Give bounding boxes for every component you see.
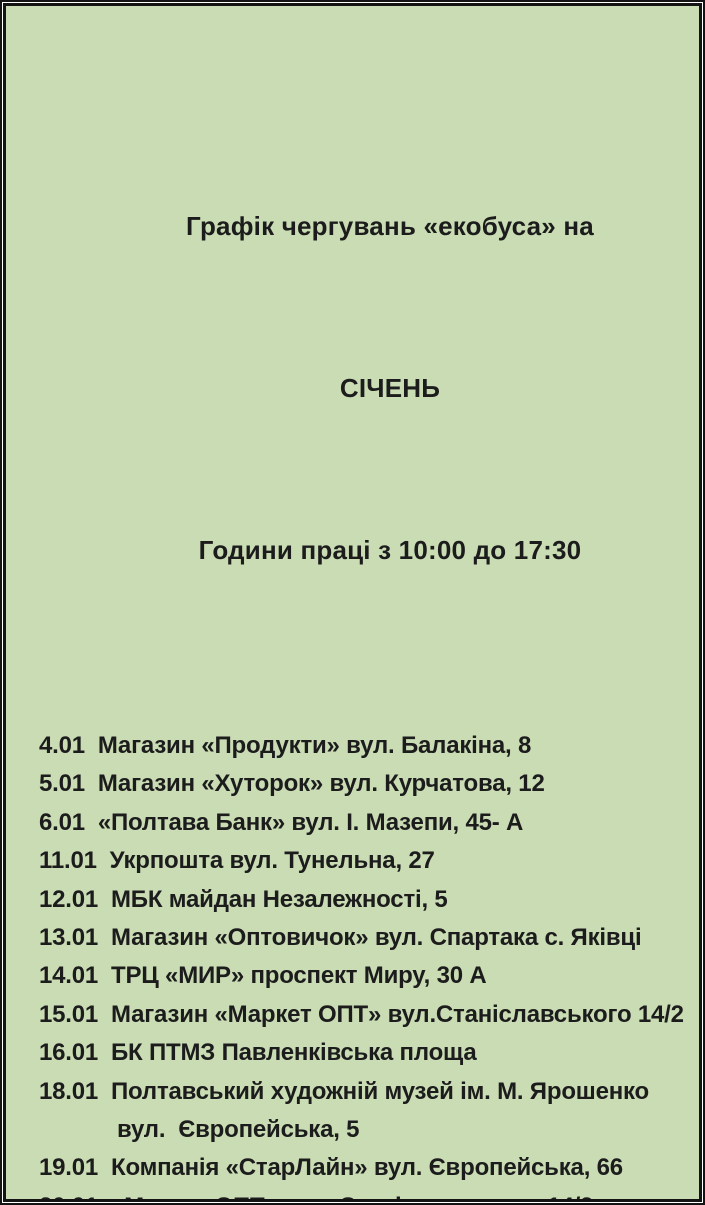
poster-title: Графік чергувань «екобуса» на bbox=[186, 211, 594, 241]
poster-working-hours: Години праці з 10:00 до 17:30 bbox=[198, 535, 582, 565]
schedule-row: 4.01 Магазин «Продукти» вул. Балакіна, 8 bbox=[39, 732, 532, 759]
schedule-row: 6.01 «Полтава Банк» вул. І. Мазепи, 45- … bbox=[39, 808, 524, 836]
poster-month: СІЧЕНЬ bbox=[339, 373, 441, 403]
schedule-row: 13.01 Магазин «Оптовичок» вул. Спартака … bbox=[39, 924, 642, 952]
schedule-row: 19.01 Компанія «СтарЛайн» вул. Європейсь… bbox=[39, 1154, 623, 1182]
schedule-row-continuation: вул. Європейська, 5 bbox=[117, 1116, 360, 1144]
schedule-row: 5.01 Магазин «Хуторок» вул. Курчатова, 1… bbox=[39, 770, 545, 798]
poster-inner-border: Графік чергувань «екобуса» на СІЧЕНЬ Год… bbox=[3, 3, 702, 1202]
schedule-list: 4.01 Магазин «Продукти» вул. Балакіна, 8… bbox=[39, 727, 684, 1199]
schedule-row: 12.01 МБК майдан Незалежності, 5 bbox=[39, 885, 448, 913]
schedule-row: 15.01 Магазин «Маркет ОПТ» вул.Станіслав… bbox=[39, 1000, 684, 1028]
schedule-row: 11.01 Укрпошта вул. Тунельна, 27 bbox=[39, 847, 435, 875]
schedule-row: 20.01 «Маркет ОПТ» вул. Станіславського,… bbox=[39, 1188, 679, 1199]
schedule-row: 16.01 БК ПТМЗ Павленківська площа bbox=[39, 1039, 477, 1067]
poster-header: Графік чергувань «екобуса» на СІЧЕНЬ Год… bbox=[39, 91, 679, 685]
schedule-row: 18.01 Полтавський художній музей ім. М. … bbox=[39, 1077, 649, 1105]
schedule-row: 14.01 ТРЦ «МИР» проспект Миру, 30 А bbox=[39, 962, 487, 990]
poster-content: Графік чергувань «екобуса» на СІЧЕНЬ Год… bbox=[6, 91, 699, 1199]
